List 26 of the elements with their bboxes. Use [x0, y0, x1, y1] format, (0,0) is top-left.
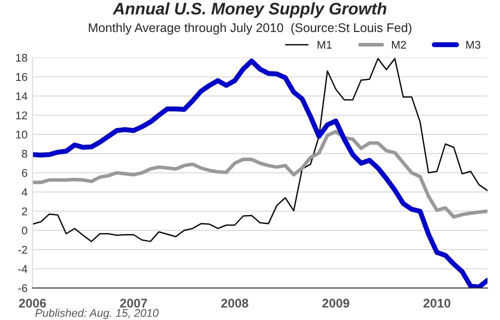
legend-label: M2	[392, 40, 406, 49]
y-tick-label: 18	[16, 54, 28, 62]
x-tick-label: 2008	[221, 298, 248, 308]
x-tick-label: 2009	[322, 298, 350, 308]
y-tick-label: -2	[18, 246, 28, 254]
y-tick-label: 16	[16, 73, 28, 81]
y-tick-label: 6	[22, 169, 28, 177]
chart-title: Annual U.S. Money Supply Growth	[112, 2, 386, 18]
y-tick-label: -4	[18, 265, 28, 273]
y-tick-label: 10	[16, 130, 28, 139]
line-series	[32, 130, 488, 219]
y-tick-label: 14	[16, 92, 28, 100]
y-tick-label: 0	[22, 226, 28, 235]
y-tick-label: 8	[22, 150, 28, 158]
y-tick-label: 2	[22, 207, 28, 216]
chart-subtitle: Monthly Average through July 2010 (Source:St Louis Fed)	[88, 22, 412, 35]
x-tick-label: 2010	[423, 298, 450, 308]
x-tick-label: 2006	[19, 298, 46, 308]
y-tick-label: -6	[18, 284, 28, 292]
x-tick-label: 2007	[120, 298, 147, 308]
y-tick-label: 4	[22, 188, 28, 196]
legend-label: M3	[466, 40, 480, 49]
y-tick-label: 12	[16, 111, 28, 120]
legend-label: M1	[318, 40, 332, 49]
text: Published: Aug. 15, 2010	[35, 308, 159, 320]
line-series	[32, 58, 488, 288]
